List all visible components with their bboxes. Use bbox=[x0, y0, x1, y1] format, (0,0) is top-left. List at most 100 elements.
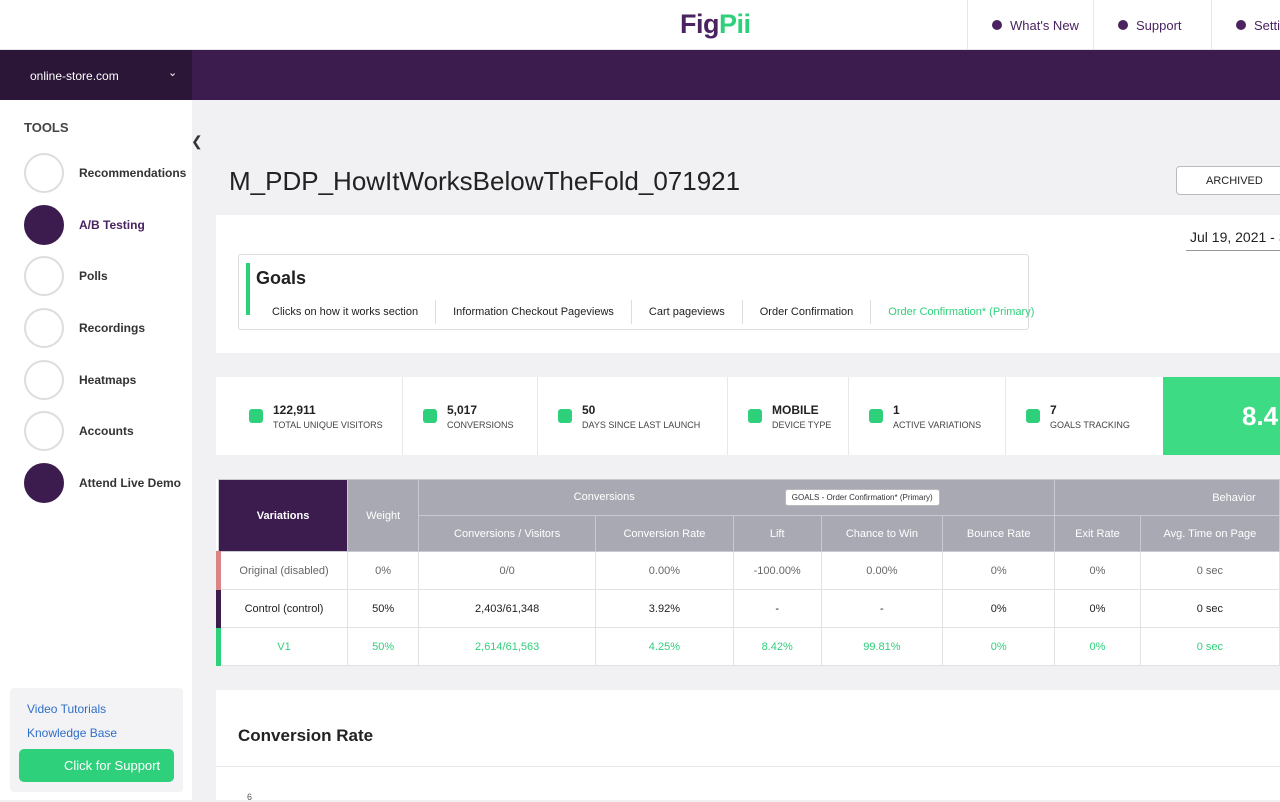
results-table: Variations Weight Conversions GOALS - Order… bbox=[215, 479, 1280, 666]
header-cell: Chance to Win bbox=[820, 515, 944, 552]
stat: 7 GOALS TRACKING bbox=[1006, 377, 1163, 455]
stat-label: DEVICE TYPE bbox=[772, 419, 832, 430]
stat-label: TOTAL UNIQUE VISITORS bbox=[273, 419, 383, 430]
date-range[interactable]: Jul 19, 2021 - S bbox=[1190, 229, 1280, 245]
tool-icon bbox=[24, 308, 64, 348]
tool-label: Accounts bbox=[79, 424, 134, 438]
nav-item[interactable]: Support bbox=[1093, 0, 1211, 50]
chart-card bbox=[216, 690, 1280, 800]
table-row: V1 50% 2,614/61,563 4.25% 8.42% 99.81% 0% 0% 0 s… bbox=[215, 627, 1280, 666]
tool-label: Recommendations bbox=[79, 166, 187, 180]
support-button[interactable]: Click for Support bbox=[19, 749, 174, 782]
table-cell: V1 bbox=[215, 627, 349, 666]
tool-item[interactable]: Attend Live Demo bbox=[24, 463, 181, 503]
table-cell: 99.81% bbox=[820, 627, 944, 666]
table-cell: 0% bbox=[1054, 627, 1141, 666]
header-cell: Exit Rate bbox=[1054, 515, 1141, 552]
goals-title: Goals bbox=[256, 268, 307, 288]
stat-value: MOBILE bbox=[772, 402, 819, 417]
nav-label: Settings bbox=[1254, 17, 1280, 33]
table-cell: 0% bbox=[1054, 551, 1141, 590]
table-cell: 0% bbox=[942, 589, 1056, 628]
tool-item[interactable]: Heatmaps bbox=[24, 360, 136, 400]
date-underline bbox=[1186, 250, 1280, 251]
help-link[interactable]: Video Tutorials bbox=[27, 702, 107, 716]
logo[interactable]: FigPii bbox=[680, 9, 751, 40]
table-cell: 0% bbox=[942, 627, 1056, 666]
table-cell: -100.00% bbox=[732, 551, 822, 590]
table-cell: 0 sec bbox=[1139, 627, 1280, 666]
table-cell: 2,403/61,348 bbox=[418, 589, 597, 628]
nav-icon bbox=[992, 20, 1002, 30]
tool-label: Recordings bbox=[79, 321, 146, 335]
nav-item[interactable]: Settings bbox=[1211, 0, 1280, 50]
tool-item[interactable]: Accounts bbox=[24, 411, 134, 451]
section-label: TOOLS bbox=[24, 120, 69, 135]
header-row: Variations Weight Conversions GOALS - Order… bbox=[217, 479, 1280, 552]
stat-label: DAYS SINCE LAST LAUNCH bbox=[582, 419, 701, 430]
tool-item[interactable]: Polls bbox=[24, 256, 108, 296]
stat: 122,911 TOTAL UNIQUE VISITORS bbox=[216, 377, 403, 455]
goal-tabs: Clicks on how it works section Informatio… bbox=[255, 300, 1051, 324]
stat-text: 50 DAYS SINCE LAST LAUNCH bbox=[582, 403, 700, 430]
stat: MOBILE DEVICE TYPE bbox=[728, 377, 849, 455]
chart-title: Conversion Rate bbox=[238, 726, 374, 745]
goal-tab[interactable]: Clicks on how it works section bbox=[255, 300, 437, 324]
y-tick-label: 6 bbox=[247, 792, 253, 802]
stat: 1 ACTIVE VARIATIONS bbox=[849, 377, 1006, 455]
table-cell: 0.00% bbox=[820, 551, 944, 590]
table-cell: 2,614/61,563 bbox=[418, 627, 597, 666]
goal-tab[interactable]: Cart pageviews bbox=[632, 300, 743, 324]
header-text: Conversions bbox=[573, 491, 635, 503]
status-select[interactable]: ARCHIVED bbox=[1176, 166, 1280, 195]
experiment-title: M_PDP_HowItWorksBelowTheFold_071921 bbox=[229, 166, 741, 196]
table-row: Original (disabled) 0% 0/0 0.00% -100.00% 0.0… bbox=[215, 551, 1280, 590]
header-cell: Bounce Rate bbox=[942, 515, 1056, 552]
stat-icon bbox=[249, 409, 263, 423]
site-selector[interactable]: online-store.com bbox=[0, 50, 192, 100]
goal-tab[interactable]: Order Confirmation bbox=[743, 300, 872, 324]
tool-label: Heatmaps bbox=[79, 373, 137, 387]
table-cell: 0 sec bbox=[1139, 551, 1280, 590]
tool-item[interactable]: Recordings bbox=[24, 308, 145, 348]
nav-item[interactable]: What's New bbox=[967, 0, 1093, 50]
stat-value: 50 bbox=[582, 402, 596, 417]
table-cell: 0% bbox=[1054, 589, 1141, 628]
tool-label: A/B Testing bbox=[79, 218, 145, 232]
table-cell: 50% bbox=[347, 589, 420, 628]
logo-part: Pii bbox=[719, 9, 751, 39]
goals-box bbox=[238, 254, 1029, 330]
stat-icon bbox=[869, 409, 883, 423]
tool-icon bbox=[24, 153, 64, 193]
goal-selector[interactable]: GOALS - Order Confirmation* (Primary) bbox=[784, 489, 940, 506]
stat-value: 122,911 bbox=[273, 402, 316, 417]
highlight-lift: 8.4 bbox=[1163, 377, 1280, 455]
table-cell: 0.00% bbox=[595, 551, 734, 590]
chevron: ⌄ bbox=[168, 67, 178, 79]
tool-label: Attend Live Demo bbox=[79, 476, 182, 490]
table-cell: 0/0 bbox=[418, 551, 597, 590]
header-cell: Avg. Time on Page bbox=[1139, 515, 1280, 552]
table-cell: 3.92% bbox=[595, 589, 734, 628]
collapse-toggle[interactable]: ❮ bbox=[191, 133, 203, 149]
stat-icon bbox=[558, 409, 572, 423]
help-link[interactable]: Knowledge Base bbox=[27, 726, 118, 740]
header-cell: Weight bbox=[347, 479, 420, 552]
table-cell: 0 sec bbox=[1139, 589, 1280, 628]
tool-item[interactable]: A/B Testing bbox=[24, 205, 145, 245]
goal-tab[interactable]: Information Checkout Pageviews bbox=[436, 300, 632, 324]
table-cell: 8.42% bbox=[732, 627, 822, 666]
stat-text: MOBILE DEVICE TYPE bbox=[772, 403, 831, 430]
tool-icon bbox=[24, 463, 64, 503]
stat-label: GOALS TRACKING bbox=[1050, 419, 1130, 430]
header-cell: Variations bbox=[217, 479, 349, 552]
header-cell: Conversions GOALS - Order Confirmation* (… bbox=[418, 479, 1056, 516]
goal-tab[interactable]: Order Confirmation* (Primary) bbox=[888, 306, 1035, 318]
tool-item[interactable]: Recommendations bbox=[24, 153, 186, 193]
nav-label: Support bbox=[1136, 17, 1182, 33]
table-cell: 50% bbox=[347, 627, 420, 666]
stat-value: 7 bbox=[1050, 402, 1057, 417]
stat-icon bbox=[423, 409, 437, 423]
logo-part: Fig bbox=[680, 9, 720, 39]
table-cell: 0% bbox=[942, 551, 1056, 590]
